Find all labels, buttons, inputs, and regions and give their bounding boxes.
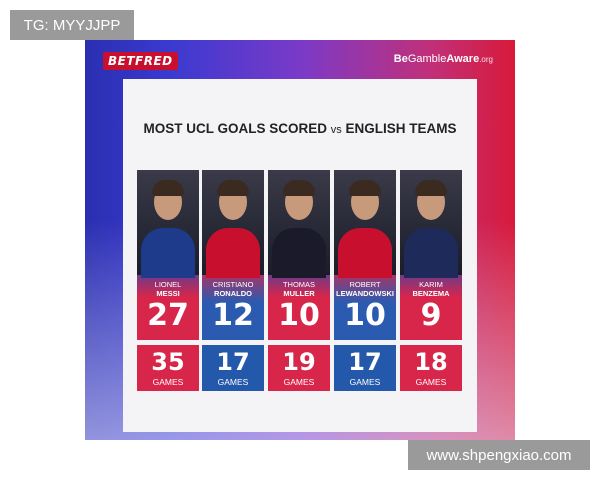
player-goals: 9 xyxy=(420,298,442,333)
games-label: GAMES xyxy=(415,377,447,387)
games-label: GAMES xyxy=(349,377,381,387)
player-column: CRISTIANO RONALDO 12 17 GAMES xyxy=(202,170,264,391)
player-name: THOMAS MULLER xyxy=(282,280,316,298)
games-label: GAMES xyxy=(217,377,249,387)
player-photo xyxy=(137,170,199,278)
games-label: GAMES xyxy=(152,377,184,387)
player-games-card: 18 GAMES xyxy=(400,345,462,391)
player-goals: 10 xyxy=(278,298,320,333)
player-games-card: 35 GAMES xyxy=(137,345,199,391)
player-photo xyxy=(334,170,396,278)
player-column: THOMAS MULLER 10 19 GAMES xyxy=(268,170,330,391)
player-goals-card: THOMAS MULLER 10 xyxy=(268,170,330,340)
player-name: KARIM BENZEMA xyxy=(412,280,450,298)
player-column: ROBERT LEWANDOWSKI 10 17 GAMES xyxy=(334,170,396,391)
player-games-card: 17 GAMES xyxy=(202,345,264,391)
watermark-top-left: TG: MYYJJPP xyxy=(10,10,134,40)
player-column: LIONEL MESSI 27 35 GAMES xyxy=(137,170,199,391)
begambleaware-logo: BeGambleAware.org xyxy=(393,53,493,65)
player-games: 19 xyxy=(282,348,316,376)
player-games-card: 17 GAMES xyxy=(334,345,396,391)
player-name: LIONEL MESSI xyxy=(154,280,182,298)
player-games-card: 19 GAMES xyxy=(268,345,330,391)
infographic-poster: BETFRED BeGambleAware.org MOST UCL GOALS… xyxy=(85,40,515,440)
stats-card: MOST UCL GOALS SCORED vs ENGLISH TEAMS L… xyxy=(123,79,477,432)
player-photo xyxy=(202,170,264,278)
player-games: 17 xyxy=(216,348,250,376)
player-goals: 12 xyxy=(212,298,254,333)
player-photo xyxy=(268,170,330,278)
player-name: CRISTIANO RONALDO xyxy=(212,280,254,298)
player-games: 18 xyxy=(414,348,448,376)
player-goals: 27 xyxy=(147,298,189,333)
player-goals-card: LIONEL MESSI 27 xyxy=(137,170,199,340)
player-games: 35 xyxy=(151,348,185,376)
watermark-bottom-right: www.shpengxiao.com xyxy=(408,440,590,470)
infographic-title: MOST UCL GOALS SCORED vs ENGLISH TEAMS xyxy=(143,121,457,136)
player-games: 17 xyxy=(348,348,382,376)
player-goals-card: KARIM BENZEMA 9 xyxy=(400,170,462,340)
player-name: ROBERT LEWANDOWSKI xyxy=(336,280,394,298)
betfred-logo: BETFRED xyxy=(103,52,178,70)
player-goals-card: ROBERT LEWANDOWSKI 10 xyxy=(334,170,396,340)
player-column: KARIM BENZEMA 9 18 GAMES xyxy=(400,170,462,391)
player-photo xyxy=(400,170,462,278)
games-label: GAMES xyxy=(283,377,315,387)
player-goals-card: CRISTIANO RONALDO 12 xyxy=(202,170,264,340)
player-goals: 10 xyxy=(344,298,386,333)
